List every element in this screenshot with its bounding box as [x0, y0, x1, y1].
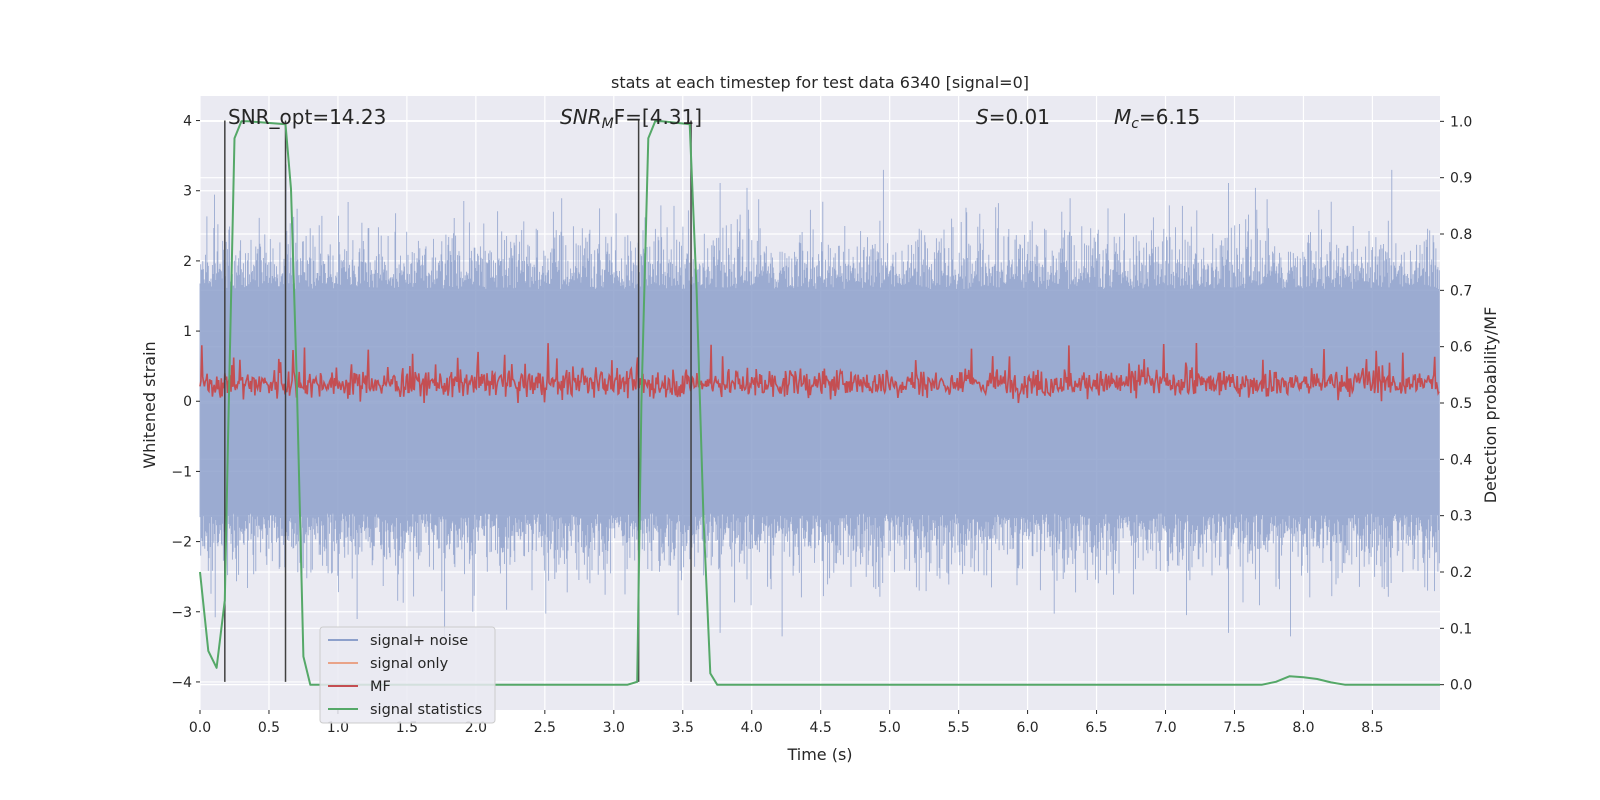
y2-tick-label: 0.2 [1450, 565, 1472, 581]
annotation-s: S=0.01 [976, 105, 1050, 129]
x-tick-label: 8.0 [1292, 720, 1314, 736]
legend-label-mf: MF [370, 679, 391, 695]
x-tick-label: 2.0 [465, 720, 487, 736]
signal-statistics-line [199, 120, 1440, 686]
x-tick-label: 5.5 [947, 720, 969, 736]
y-tick-label: 0 [183, 394, 192, 410]
x-tick-label: 7.5 [1223, 720, 1245, 736]
y-tick-label: 1 [183, 324, 192, 340]
y-tick-label: −4 [171, 675, 192, 691]
y2-tick-label: 0.8 [1450, 227, 1472, 243]
y-tick-label: −2 [171, 535, 192, 551]
y2-tick-label: 0.0 [1450, 678, 1472, 694]
signal-statistics-series [199, 120, 1440, 686]
x-tick-label: 1.0 [327, 720, 349, 736]
legend-label-signal-only: signal only [370, 656, 449, 672]
annotation-mc-tail: =6.15 [1139, 105, 1200, 129]
annotation-s-main: S [976, 105, 989, 129]
y-tick-label: −1 [171, 464, 192, 480]
annotation-snr-mf-main: SNR [560, 105, 602, 129]
y2-tick-label: 0.4 [1450, 452, 1472, 468]
y2-tick-label: 0.5 [1450, 396, 1472, 412]
y2-axis-label: Detection probability/MF [1481, 307, 1500, 504]
x-tick-label: 4.5 [810, 720, 832, 736]
x-tick-label: 1.5 [396, 720, 418, 736]
y-tick-label: −3 [171, 605, 192, 621]
annotation-mc-sub: c [1131, 116, 1139, 132]
x-tick-label: 6.0 [1016, 720, 1038, 736]
mf-line [199, 342, 1440, 404]
x-tick-label: 3.5 [672, 720, 694, 736]
y-axis-label: Whitened strain [140, 341, 159, 468]
x-axis-ticks: 0.0 0.5 1.0 1.5 2.0 2.5 3.0 3.5 4.0 4.5 5.0 5.5 6.0 6… [189, 710, 1384, 736]
legend-box [319, 626, 496, 724]
annotation-mc: Mc=6.15 [1114, 105, 1200, 132]
x-tick-label: 5.0 [879, 720, 901, 736]
y2-tick-label: 0.9 [1450, 171, 1472, 187]
y-tick-label: 2 [183, 254, 192, 270]
legend-label-signal-noise: signal+ noise [370, 633, 468, 649]
annotation-mc-main: M [1114, 105, 1131, 129]
annotation-snr-mf: SNRMF=[4.31] [560, 105, 702, 132]
x-axis-label: Time (s) [786, 745, 852, 764]
y-tick-label: 3 [183, 184, 192, 200]
chart-title: stats at each timestep for test data 634… [611, 73, 1029, 92]
x-tick-label: 0.5 [258, 720, 280, 736]
y2-tick-label: 1.0 [1450, 114, 1472, 130]
annotation-s-tail: =0.01 [989, 105, 1050, 129]
x-tick-label: 4.0 [741, 720, 763, 736]
x-tick-label: 3.0 [603, 720, 625, 736]
x-tick-label: 8.5 [1361, 720, 1383, 736]
y2-tick-label: 0.3 [1450, 509, 1472, 525]
annotation-snr-mf-tail: F=[4.31] [614, 105, 702, 129]
annotation-snr-opt: SNR_opt=14.23 [228, 105, 386, 129]
annotation-snr-mf-sub: M [602, 116, 614, 132]
y2-tick-label: 0.1 [1450, 621, 1472, 637]
x-tick-label: 6.5 [1085, 720, 1107, 736]
mf-series [199, 342, 1440, 404]
x-tick-label: 2.5 [534, 720, 556, 736]
legend: signal+ noise signal only MF signal stat… [319, 626, 496, 724]
x-tick-label: 0.0 [189, 720, 211, 736]
legend-label-signal-statistics: signal statistics [370, 702, 482, 718]
y2-axis-ticks: 1.0 0.9 0.8 0.7 0.6 0.5 0.4 0.3 0.2 0.1 0.0 [1440, 114, 1472, 694]
x-tick-label: 7.0 [1154, 720, 1176, 736]
y2-tick-label: 0.7 [1450, 283, 1472, 299]
y2-tick-label: 0.6 [1450, 340, 1472, 356]
y-axis-ticks: 4 3 2 1 0 −1 −2 −3 −4 [171, 114, 200, 691]
y-tick-label: 4 [183, 114, 192, 130]
